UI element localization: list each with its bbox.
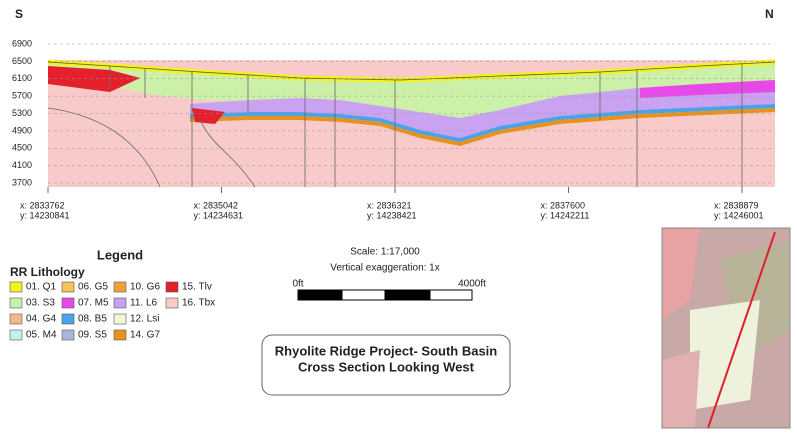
legend-label: 12. Lsi xyxy=(130,314,159,325)
l6 xyxy=(190,80,775,138)
legend-subtitle: RR Lithology xyxy=(10,265,85,279)
y-tick-label: 4500 xyxy=(12,143,32,153)
legend-swatch xyxy=(61,297,75,309)
legend-swatch xyxy=(113,281,127,293)
y-tick-label: 6100 xyxy=(12,73,32,83)
legend-swatch xyxy=(165,281,179,293)
legend-swatch xyxy=(61,281,75,293)
legend-label: 06. G5 xyxy=(78,282,108,293)
legend-label: 01. Q1 xyxy=(26,282,56,293)
y-coord-label: y: 14238421 xyxy=(367,210,417,220)
legend-swatch xyxy=(9,281,23,293)
title-box xyxy=(261,334,511,396)
legend-swatch xyxy=(113,313,127,325)
scale-ratio: Scale: 1:17,000 xyxy=(350,247,420,258)
title-line1: Rhyolite Ridge Project- South Basin xyxy=(275,343,498,358)
y-tick-label: 4900 xyxy=(12,125,32,135)
legend-label: 07. M5 xyxy=(78,298,109,309)
y-tick-label: 5700 xyxy=(12,91,32,101)
scale-end: 4000ft xyxy=(458,279,486,290)
g7 xyxy=(190,108,775,146)
surface xyxy=(47,61,776,81)
location-map xyxy=(661,227,791,429)
x-coord-label: x: 2833762 xyxy=(20,200,65,210)
legend-swatch xyxy=(9,297,23,309)
legend-swatch xyxy=(9,313,23,325)
legend-swatch xyxy=(61,329,75,341)
legend-label: 08. B5 xyxy=(78,314,107,325)
legend-title: Legend xyxy=(97,247,143,262)
legend-swatch xyxy=(61,313,75,325)
m5 xyxy=(640,80,775,98)
y-tick-label: 6900 xyxy=(12,38,32,48)
title-line2: Cross Section Looking West xyxy=(298,359,475,374)
legend-label: 04. G4 xyxy=(26,314,56,325)
legend-swatch xyxy=(113,297,127,309)
scale-bar xyxy=(297,289,473,301)
x-coord-label: x: 2838879 xyxy=(714,200,759,210)
x-coord-label: x: 2837600 xyxy=(541,200,586,210)
y-coord-label: y: 14234631 xyxy=(194,210,244,220)
legend-label: 16. Tbx xyxy=(182,298,215,309)
legend-label: 09. S5 xyxy=(78,330,107,341)
legend-label: 10. G6 xyxy=(130,282,160,293)
legend-label: 14. G7 xyxy=(130,330,160,341)
legend-swatch xyxy=(165,297,179,309)
scale-start: 0ft xyxy=(292,279,303,290)
legend-label: 15. Tlv xyxy=(182,282,212,293)
x-coord-label: x: 2835042 xyxy=(194,200,239,210)
legend-swatch xyxy=(9,329,23,341)
south-label: S xyxy=(15,7,23,21)
faults xyxy=(47,64,743,188)
y-tick-label: 4100 xyxy=(12,160,32,170)
b5 xyxy=(190,104,775,142)
legend-swatch xyxy=(113,329,127,341)
y-tick-label: 3700 xyxy=(12,177,32,187)
legend-label: 05. M4 xyxy=(26,330,57,341)
legend-label: 11. L6 xyxy=(130,298,157,309)
tlv xyxy=(48,66,140,92)
scale-exaggeration: Vertical exaggeration: 1x xyxy=(330,263,440,274)
north-label: N xyxy=(765,7,774,21)
y-coord-label: y: 14242211 xyxy=(541,210,590,220)
y-tick-label: 6500 xyxy=(12,56,32,66)
cross-section xyxy=(47,59,776,188)
y-tick-label: 5300 xyxy=(12,108,32,118)
y-coord-label: y: 14230841 xyxy=(20,210,70,220)
y-coord-label: y: 14246001 xyxy=(714,210,764,220)
x-coord-label: x: 2836321 xyxy=(367,200,412,210)
legend-label: 03. S3 xyxy=(26,298,55,309)
